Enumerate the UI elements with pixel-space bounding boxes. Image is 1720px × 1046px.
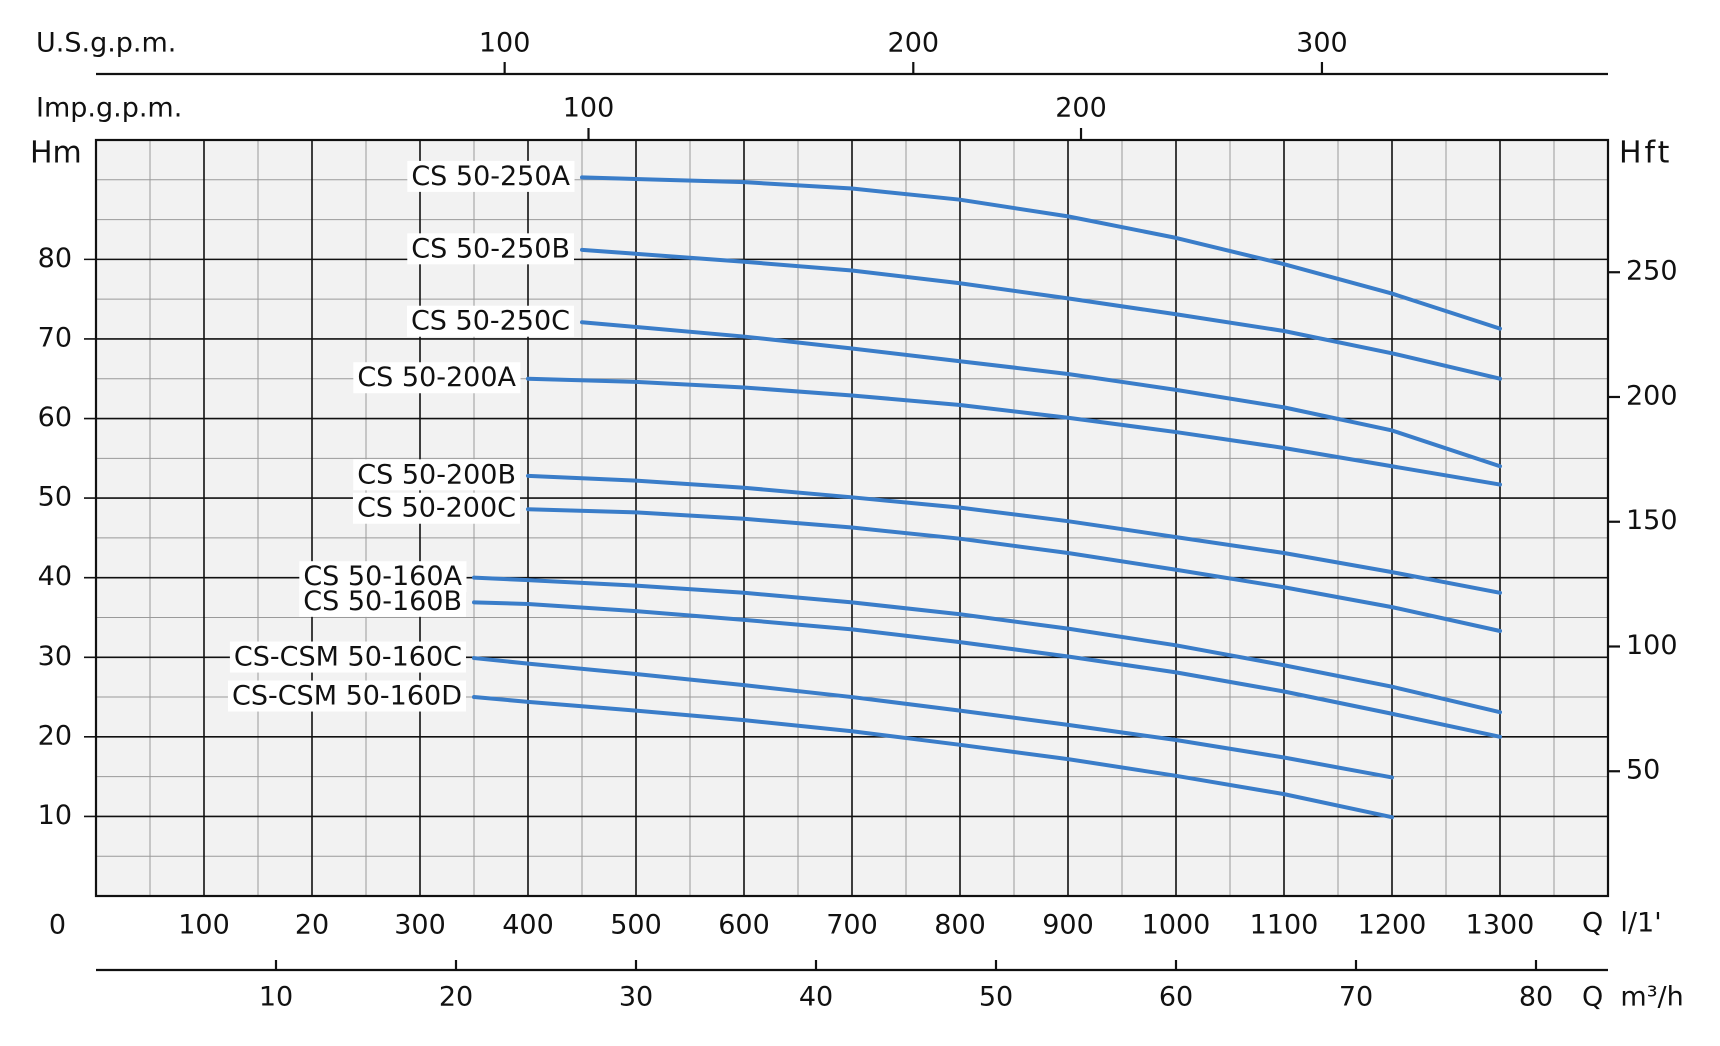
series-label-background <box>229 641 466 673</box>
curve <box>580 247 1502 381</box>
x-tick-label: 1000 <box>1142 910 1211 941</box>
series-label-background <box>407 233 574 265</box>
y2-tick-label: 100 <box>1626 630 1678 661</box>
grid <box>84 140 1608 896</box>
x4-tick-label: 50 <box>979 982 1013 1013</box>
x4-tick-label: 10 <box>259 982 293 1013</box>
x2-tick-label: 300 <box>1296 28 1348 59</box>
series-label-background <box>353 362 521 394</box>
curve <box>526 507 1502 634</box>
series-label: CS 50-250A <box>411 161 570 192</box>
series-label: CS 50-160B <box>303 586 462 617</box>
x4-tick-label: 70 <box>1339 982 1373 1013</box>
series-label: CS-CSM 50-160C <box>234 642 462 673</box>
series-label: CS 50-200C <box>357 493 516 524</box>
curve <box>472 600 1502 739</box>
x2-axis-label: U.S.g.p.m. <box>36 28 176 59</box>
series-label-background <box>352 492 520 524</box>
curve <box>472 695 1394 820</box>
curve <box>526 376 1502 487</box>
series-label-background <box>353 459 520 491</box>
y-tick-label: 40 <box>38 561 72 592</box>
x-tick-label: 1200 <box>1358 910 1427 941</box>
x3-tick-label: 200 <box>1055 93 1107 124</box>
x-tick-label: 900 <box>1042 910 1094 941</box>
x-tick-label: 700 <box>826 910 878 941</box>
curve <box>580 320 1502 469</box>
x-tick-label: 100 <box>178 910 230 941</box>
x-tick-label: 1100 <box>1250 910 1319 941</box>
series-label-background <box>299 585 466 617</box>
x3-tick-label: 100 <box>563 93 615 124</box>
x3-axis-label: Imp.g.p.m. <box>36 93 182 124</box>
y-tick-label: 60 <box>38 402 72 433</box>
y-axis-label: Hm <box>30 136 82 171</box>
x-axis-label: Q l/1' <box>1582 908 1662 939</box>
y-tick-label: 50 <box>38 482 72 513</box>
x4-tick-label: 80 <box>1519 982 1553 1013</box>
series-label: CS 50-200A <box>357 362 516 393</box>
series-label-background <box>407 160 575 192</box>
curve <box>580 175 1502 331</box>
x4-tick-label: 60 <box>1159 982 1193 1013</box>
y2-axis-label: Hft <box>1619 136 1672 171</box>
y2-tick-label: 150 <box>1626 505 1678 536</box>
x4-tick-label: 20 <box>439 982 473 1013</box>
x-tick-label: 500 <box>610 910 662 941</box>
y2-tick-label: 200 <box>1626 380 1678 411</box>
x4-tick-label: 30 <box>619 982 653 1013</box>
series-label: CS 50-200B <box>357 459 516 490</box>
x2-tick-label: 200 <box>888 28 940 59</box>
x4-tick-label: 40 <box>799 982 833 1013</box>
series-label: CS-CSM 50-160D <box>232 681 462 712</box>
y-tick-label: 70 <box>38 322 72 353</box>
y-tick-label: 20 <box>38 720 72 751</box>
y2-tick-label: 50 <box>1626 755 1660 786</box>
series-label-background <box>406 305 574 337</box>
curve <box>472 656 1394 780</box>
x-tick-label: 20 <box>295 910 329 941</box>
x-tick-label: 1300 <box>1466 910 1535 941</box>
x2-tick-label: 100 <box>479 28 531 59</box>
y2-tick-label: 250 <box>1626 256 1678 287</box>
series-label-background <box>227 680 466 712</box>
y-tick-label: 10 <box>38 800 72 831</box>
x-tick-label: 400 <box>502 910 554 941</box>
curve <box>526 473 1502 595</box>
plot-frame <box>94 138 1610 898</box>
curve <box>472 575 1502 715</box>
x-tick-label: 800 <box>934 910 986 941</box>
series-label: CS 50-250B <box>411 233 570 264</box>
y-tick-label: 30 <box>38 641 72 672</box>
y-tick-label: 80 <box>38 243 72 274</box>
x4-axis-label: Q m³/h <box>1582 982 1684 1013</box>
x-tick-label: 600 <box>718 910 770 941</box>
series-label: CS 50-250C <box>411 306 570 337</box>
x-tick-label: 0 <box>49 910 66 941</box>
x-tick-label: 300 <box>394 910 446 941</box>
